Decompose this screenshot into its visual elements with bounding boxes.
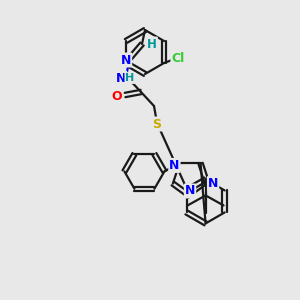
- Text: N: N: [121, 53, 131, 67]
- Text: H: H: [147, 38, 157, 50]
- Text: S: S: [152, 118, 161, 130]
- Text: O: O: [112, 89, 122, 103]
- Text: N: N: [169, 159, 180, 172]
- Text: N: N: [185, 184, 195, 197]
- Text: Cl: Cl: [171, 52, 185, 64]
- Text: N: N: [208, 177, 218, 190]
- Text: H: H: [125, 73, 135, 83]
- Text: N: N: [116, 71, 126, 85]
